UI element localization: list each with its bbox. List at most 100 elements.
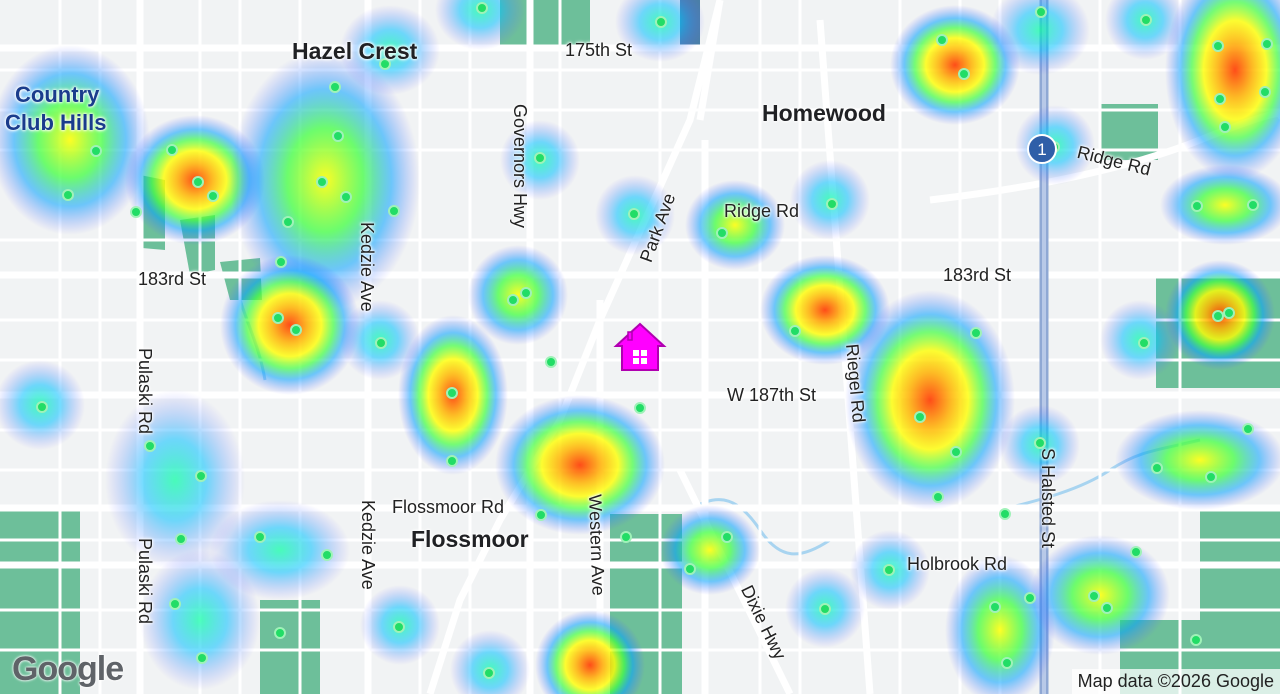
point-marker <box>1151 462 1163 474</box>
heat-blob <box>340 5 440 95</box>
point-marker <box>1190 634 1202 646</box>
point-marker <box>144 440 156 452</box>
heat-blob <box>495 395 665 535</box>
point-marker <box>1212 40 1224 52</box>
point-marker <box>520 287 532 299</box>
point-marker <box>1242 423 1254 435</box>
town-label-homewood: Homewood <box>762 100 886 126</box>
point-marker <box>321 549 333 561</box>
home-pin-icon[interactable] <box>612 320 668 376</box>
point-marker <box>192 176 204 188</box>
point-marker <box>1138 337 1150 349</box>
heat-blob <box>1160 165 1280 245</box>
road-label-s-halsted-st: S Halsted St <box>1038 448 1058 549</box>
point-marker <box>545 356 557 368</box>
point-marker <box>1035 6 1047 18</box>
point-marker <box>1034 437 1046 449</box>
point-marker <box>254 531 266 543</box>
point-marker <box>1130 546 1142 558</box>
road-label-w-187th-st: W 187th St <box>727 385 817 405</box>
point-marker <box>1219 121 1231 133</box>
heat-blob <box>660 505 760 595</box>
heat-blob <box>450 630 530 694</box>
road-label-183rd-st-east: 183rd St <box>943 265 1012 285</box>
road-label-kedzie-ave-south: Kedzie Ave <box>358 500 378 590</box>
point-marker <box>36 401 48 413</box>
point-marker <box>1024 592 1036 604</box>
point-marker <box>1101 602 1113 614</box>
point-marker <box>1088 590 1100 602</box>
point-marker <box>999 508 1011 520</box>
road-label-flossmoor-rd: Flossmoor Rd <box>392 497 505 517</box>
heat-blob <box>468 245 568 345</box>
road-label-western-ave: Western Ave <box>585 494 609 597</box>
point-marker <box>826 198 838 210</box>
heat-blob <box>0 45 150 235</box>
point-marker <box>789 325 801 337</box>
point-marker <box>90 145 102 157</box>
point-marker <box>272 312 284 324</box>
heat-blob <box>760 255 890 365</box>
point-marker <box>375 337 387 349</box>
point-marker <box>634 402 646 414</box>
point-markers <box>36 2 1273 679</box>
heat-blob <box>890 5 1020 125</box>
road-label-governors-hwy: Governors Hwy <box>510 104 530 229</box>
town-label-country-club-hills-1: Country <box>15 82 100 107</box>
point-marker <box>1259 86 1271 98</box>
point-marker <box>932 491 944 503</box>
point-marker <box>329 81 341 93</box>
point-marker <box>62 189 74 201</box>
point-marker <box>332 130 344 142</box>
heat-blob <box>990 0 1090 75</box>
road-label-ridge-rd-west: Ridge Rd <box>724 201 800 221</box>
point-marker <box>130 206 142 218</box>
point-marker <box>507 294 519 306</box>
heat-blob <box>945 555 1055 694</box>
point-marker <box>958 68 970 80</box>
point-marker <box>628 208 640 220</box>
park <box>1100 104 1158 160</box>
point-marker <box>207 190 219 202</box>
point-marker <box>195 470 207 482</box>
town-label-flossmoor: Flossmoor <box>411 526 529 552</box>
map-attribution[interactable]: Map data ©2026 Google <box>1071 669 1280 694</box>
road-label-kedzie-ave-north: Kedzie Ave <box>357 222 377 312</box>
route-1-shield-icon: 1 <box>1027 134 1057 164</box>
point-marker <box>340 191 352 203</box>
google-logo[interactable]: Google <box>12 650 124 688</box>
point-marker <box>483 667 495 679</box>
point-marker <box>1191 200 1203 212</box>
point-marker <box>655 16 667 28</box>
point-marker <box>535 509 547 521</box>
point-marker <box>534 152 546 164</box>
heat-blob <box>435 0 525 50</box>
heat-blob <box>615 0 705 62</box>
town-label-hazel-crest: Hazel Crest <box>292 38 418 64</box>
point-marker <box>393 621 405 633</box>
point-marker <box>620 531 632 543</box>
point-marker <box>989 601 1001 613</box>
point-marker <box>1214 93 1226 105</box>
point-marker <box>388 205 400 217</box>
point-marker <box>274 627 286 639</box>
road-label-pulaski-rd-north: Pulaski Rd <box>135 348 155 435</box>
point-marker <box>1247 199 1259 211</box>
heat-blob <box>140 550 260 690</box>
park <box>260 600 320 694</box>
point-marker <box>936 34 948 46</box>
point-marker <box>950 446 962 458</box>
heat-blob <box>105 390 245 570</box>
point-marker <box>196 652 208 664</box>
town-label-country-club-hills-2: Club Hills <box>5 110 107 135</box>
point-marker <box>1205 471 1217 483</box>
point-marker <box>169 598 181 610</box>
point-marker <box>379 58 391 70</box>
heat-blob <box>685 180 785 270</box>
road-label-175th-st: 175th St <box>565 40 633 60</box>
heat-blob <box>1105 0 1185 60</box>
heat-blob <box>1115 410 1280 510</box>
point-marker <box>282 216 294 228</box>
